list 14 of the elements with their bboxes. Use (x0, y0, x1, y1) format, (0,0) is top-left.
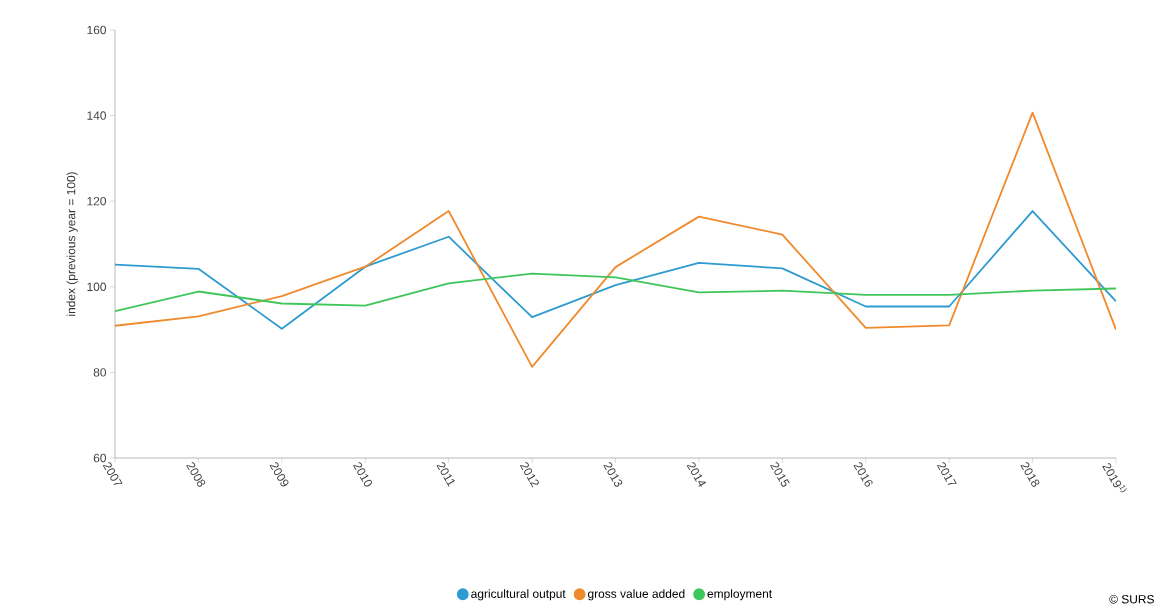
line-series (115, 210, 1116, 330)
legend-label: gross value added (588, 589, 685, 601)
y-tick-label: 100 (87, 282, 107, 292)
y-tick-label: 160 (87, 25, 107, 35)
line-series (115, 111, 1116, 368)
legend-label: agricultural output (471, 589, 566, 601)
line-series (115, 272, 1116, 313)
y-tick-label: 80 (93, 368, 107, 377)
y-tick-label: 120 (87, 196, 107, 206)
legend-label: employment (707, 589, 773, 601)
y-tick-label: 140 (87, 111, 107, 120)
y-axis-title: index (previous year = 100) (66, 172, 78, 316)
y-tick-label: 60 (93, 453, 107, 463)
text: © SURS (1109, 595, 1154, 604)
